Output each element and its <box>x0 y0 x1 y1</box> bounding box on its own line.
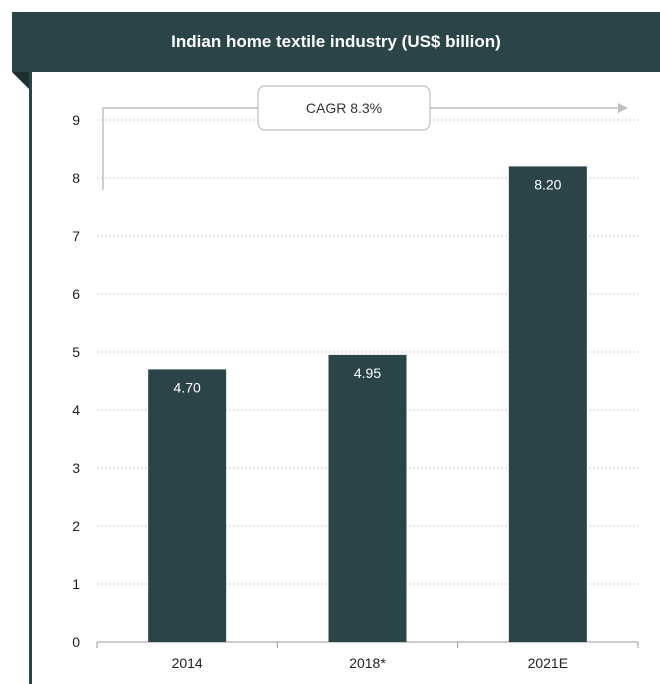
bars: 4.70 4.95 8.20 <box>148 166 587 642</box>
bar-value-label: 8.20 <box>534 176 561 192</box>
cagr-annotation: CAGR 8.3% <box>102 85 628 190</box>
category-labels: 2014 2018* 2021E <box>172 655 568 671</box>
y-tick-label: 5 <box>72 344 80 360</box>
category-label: 2018* <box>349 655 386 671</box>
category-label: 2021E <box>528 655 568 671</box>
left-accent-rule <box>29 72 32 684</box>
cagr-callout-box <box>257 85 431 131</box>
bar <box>328 354 407 642</box>
y-tick-label: 0 <box>72 634 80 650</box>
y-tick-label: 4 <box>72 402 80 418</box>
y-tick-label: 2 <box>72 518 80 534</box>
chart-title: Indian home textile industry (US$ billio… <box>171 32 501 51</box>
header-corner-fold <box>12 72 32 92</box>
y-tick-label: 7 <box>72 228 80 244</box>
cagr-arrow-head <box>618 103 628 113</box>
bar-value-label: 4.70 <box>174 379 201 395</box>
category-label: 2014 <box>172 655 203 671</box>
cagr-arrow-line <box>102 107 618 190</box>
chart-header: Indian home textile industry (US$ billio… <box>12 12 660 72</box>
y-tick-label: 3 <box>72 460 80 476</box>
axes <box>96 641 639 648</box>
bar <box>148 369 227 642</box>
y-tick-label: 9 <box>72 112 80 128</box>
y-tick-label: 6 <box>72 286 80 302</box>
cagr-label: CAGR 8.3% <box>306 100 382 116</box>
y-tick-label: 1 <box>72 576 80 592</box>
y-tick-label: 8 <box>72 170 80 186</box>
bar <box>508 166 587 642</box>
bar-value-label: 4.95 <box>354 365 381 381</box>
y-tick-labels: 0 1 2 3 4 5 6 7 8 9 <box>72 112 80 650</box>
